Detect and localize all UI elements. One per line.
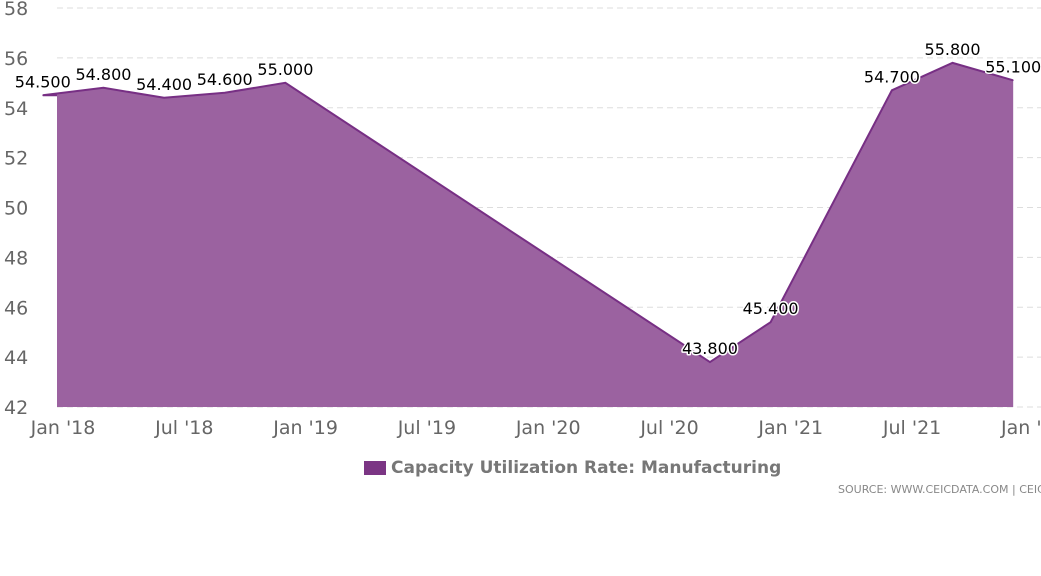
y-tick-label: 42 xyxy=(4,397,28,419)
data-point[interactable] xyxy=(224,92,226,94)
data-label: 55.000 xyxy=(257,60,313,79)
x-tick-label: Jul '19 xyxy=(397,417,456,439)
y-tick-label: 52 xyxy=(4,148,28,170)
y-tick-label: 46 xyxy=(4,297,28,319)
source-credit: SOURCE: WWW.CEICDATA.COM | CEIC Data xyxy=(838,483,1041,496)
data-point[interactable] xyxy=(1012,79,1014,81)
x-tick-label: Jan '21 xyxy=(757,417,823,439)
data-point[interactable] xyxy=(102,87,104,89)
data-label: 55.800 xyxy=(925,40,981,59)
data-point[interactable] xyxy=(891,89,893,91)
legend-label: Capacity Utilization Rate: Manufacturing xyxy=(391,458,782,478)
x-tick-label: Jul '21 xyxy=(882,417,941,439)
legend-swatch xyxy=(364,461,386,475)
y-tick-label: 50 xyxy=(4,198,28,220)
data-label: 54.700 xyxy=(864,67,920,86)
data-label: 54.800 xyxy=(75,65,131,84)
data-point[interactable] xyxy=(709,361,711,363)
y-tick-label: 48 xyxy=(4,247,28,269)
data-point[interactable] xyxy=(163,97,165,99)
data-label: 54.600 xyxy=(197,70,253,89)
data-label: 55.100 xyxy=(985,57,1041,76)
area-fill xyxy=(42,62,1014,408)
y-axis-ticks: 42 44 46 48 50 52 54 56 58 xyxy=(4,0,28,419)
data-label: 54.400 xyxy=(136,75,192,94)
x-tick-label: Jul '18 xyxy=(154,417,213,439)
data-label: 43.800 xyxy=(682,339,738,358)
data-label: 45.400 xyxy=(743,299,799,318)
data-point[interactable] xyxy=(770,321,772,323)
y-tick-label: 58 xyxy=(4,0,28,20)
x-axis-ticks: Jan '18 Jul '18 Jan '19 Jul '19 Jan '20 Jul '… xyxy=(30,417,1041,439)
y-tick-label: 54 xyxy=(4,98,28,120)
y-tick-label: 44 xyxy=(4,347,28,369)
data-point[interactable] xyxy=(284,82,286,84)
x-tick-label: Jan '18 xyxy=(30,417,96,439)
x-tick-label: Jan '22 xyxy=(1000,417,1041,439)
legend[interactable]: Capacity Utilization Rate: Manufacturing xyxy=(364,458,781,478)
area-series xyxy=(42,61,1014,408)
y-tick-label: 56 xyxy=(4,48,28,70)
data-label: 54.500 xyxy=(15,72,71,91)
x-tick-label: Jan '19 xyxy=(272,417,338,439)
data-point[interactable] xyxy=(952,62,954,64)
x-tick-label: Jul '20 xyxy=(639,417,698,439)
data-point[interactable] xyxy=(42,94,44,96)
x-tick-label: Jan '20 xyxy=(515,417,581,439)
